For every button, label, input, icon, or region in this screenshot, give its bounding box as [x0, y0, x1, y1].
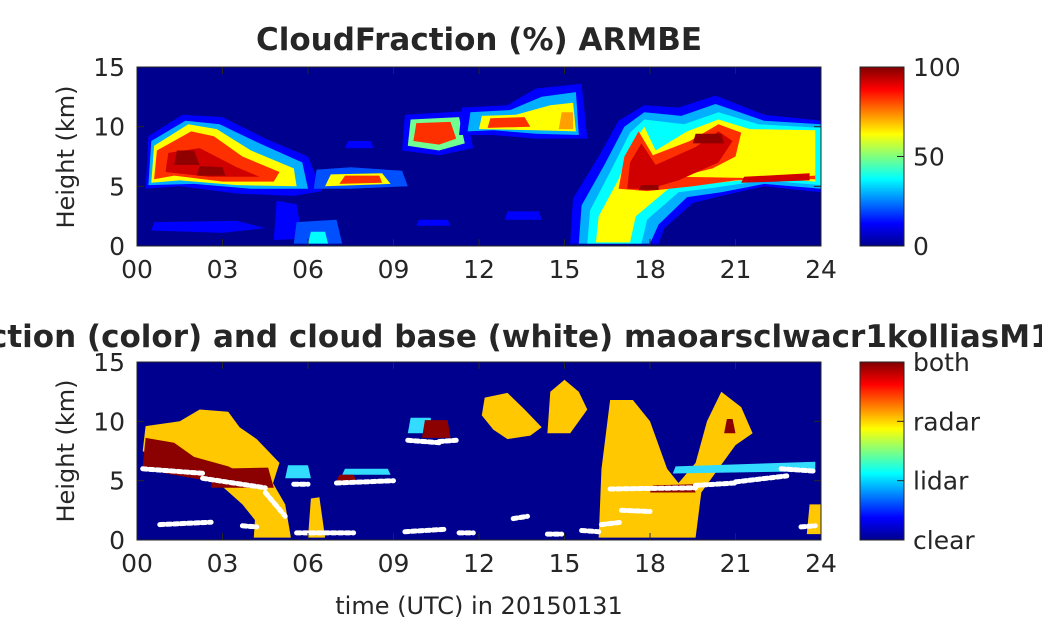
bottom-cloud-base-mark [262, 490, 288, 519]
bottom-x-ticks: 00 03 06 09 12 15 18 21 24 [121, 362, 837, 578]
bottom-cloud-base-mark [619, 507, 653, 514]
bottom-radar-region [547, 379, 588, 434]
top-cloud-contour [627, 131, 733, 189]
top-colorbar-ticks: 0 50 100 [897, 53, 961, 261]
bottom-x-tick-label: 15 [549, 549, 581, 578]
top-x-tick-label: 24 [805, 255, 837, 284]
top-y-tick-label: 10 [93, 113, 125, 142]
top-colorbar-tick-label: 0 [913, 232, 929, 261]
bottom-x-tick-label: 00 [121, 549, 153, 578]
bottom-x-axis-label: time (UTC) in 20150131 [335, 592, 622, 620]
bottom-cloud-base-mark [798, 523, 818, 530]
bottom-both-region [724, 419, 736, 434]
bottom-x-tick-label: 06 [292, 549, 324, 578]
bottom-cloud-base-mark [334, 478, 396, 486]
bottom-radar-region [481, 392, 542, 440]
bottom-cloud-base-mark [733, 473, 790, 485]
bottom-x-tick-label: 21 [720, 549, 752, 578]
top-y-tick-label: 15 [93, 53, 125, 82]
bottom-cloud-base-mark [140, 466, 208, 476]
top-cloud-contour [558, 112, 574, 130]
bottom-radar-region [598, 391, 753, 538]
bottom-cloud-base-mark [579, 528, 602, 535]
bottom-y-tick-label: 10 [93, 407, 125, 436]
top-cloud-contour [692, 133, 725, 144]
top-cloud-contour [196, 166, 226, 176]
top-cloud-contour [345, 141, 374, 149]
bottom-cloud-base-mark [599, 519, 624, 528]
top-heatmap [137, 67, 821, 246]
top-cloud-contour [741, 173, 810, 183]
bottom-x-tick-label: 03 [207, 549, 239, 578]
bottom-y-tick-label: 15 [93, 348, 125, 377]
bottom-colorbar-tick-label: clear [913, 526, 975, 555]
top-cloud-contour [293, 219, 343, 244]
bottom-cloud-base-mark [402, 526, 448, 535]
top-y-tick-label: 5 [109, 172, 125, 201]
bottom-y-tick-label: 0 [109, 526, 125, 555]
bottom-both-region [422, 420, 451, 438]
bottom-both-region [336, 474, 357, 481]
bottom-colorbar-tick-label: radar [913, 407, 981, 436]
top-x-tick-label: 00 [121, 255, 153, 284]
top-cloud-contour [487, 117, 531, 128]
top-cloud-contour [638, 185, 659, 190]
bottom-y-axis-label: Height (km) [52, 380, 80, 523]
top-colorbar-tick-label: 50 [913, 143, 945, 172]
bottom-chart-title: Detection (color) and cloud base (white)… [0, 319, 1042, 355]
bottom-cloud-base-mark [693, 480, 738, 488]
bottom-lidar-region [342, 468, 391, 475]
bottom-cloud-base-mark [607, 485, 699, 492]
top-y-axis-label: Height (km) [52, 86, 80, 229]
top-x-ticks: 00 03 06 09 12 15 18 21 24 [121, 67, 837, 284]
top-cloud-contour [273, 200, 303, 240]
top-x-tick-label: 18 [634, 255, 666, 284]
bottom-cloud-base-mark [436, 437, 459, 444]
bottom-cloud-base-mark [778, 466, 818, 474]
bottom-y-tick-label: 5 [109, 467, 125, 496]
bottom-cloud-base-mark [157, 519, 214, 528]
bottom-colorbar-tick-label: lidar [913, 467, 969, 496]
bottom-radar-region [308, 497, 326, 538]
top-cloud-contour [504, 211, 542, 220]
bottom-cloud-base-mark [200, 475, 268, 491]
bottom-y-ticks: 0 5 10 15 [93, 348, 821, 555]
top-x-tick-label: 09 [378, 255, 410, 284]
top-colorbar-tick-label: 100 [913, 53, 961, 82]
bottom-x-tick-label: 12 [463, 549, 495, 578]
top-cloud-contour [416, 219, 451, 226]
bottom-colorbar-ticks: clear lidar radar both [897, 348, 981, 555]
bottom-x-tick-label: 18 [634, 549, 666, 578]
top-cloud-contour [174, 150, 200, 165]
bottom-heatmap [137, 362, 821, 540]
top-cloud-contour [151, 220, 266, 233]
top-y-tick-label: 0 [109, 232, 125, 261]
top-cloud-contour [308, 231, 328, 244]
top-x-tick-label: 06 [292, 255, 324, 284]
bottom-colorbar [859, 361, 905, 541]
top-x-tick-label: 21 [720, 255, 752, 284]
top-cloud-contour [339, 175, 383, 184]
bottom-x-tick-label: 09 [378, 549, 410, 578]
bottom-cloud-base-mark [239, 523, 260, 530]
bottom-cloud-base-mark [510, 513, 530, 522]
bottom-radar-region [253, 474, 291, 538]
top-y-ticks: 0 5 10 15 [93, 53, 821, 261]
bottom-colorbar-tick-label: both [913, 348, 970, 377]
bottom-x-tick-label: 24 [805, 549, 837, 578]
top-cloud-contour [413, 121, 457, 145]
bottom-lidar-region [285, 465, 311, 479]
bottom-cloud-base-mark [405, 437, 442, 446]
top-x-tick-label: 03 [207, 255, 239, 284]
top-x-tick-label: 12 [463, 255, 495, 284]
top-chart-title: CloudFraction (%) ARMBE [256, 22, 702, 58]
top-colorbar [859, 66, 905, 247]
top-x-tick-label: 15 [549, 255, 581, 284]
